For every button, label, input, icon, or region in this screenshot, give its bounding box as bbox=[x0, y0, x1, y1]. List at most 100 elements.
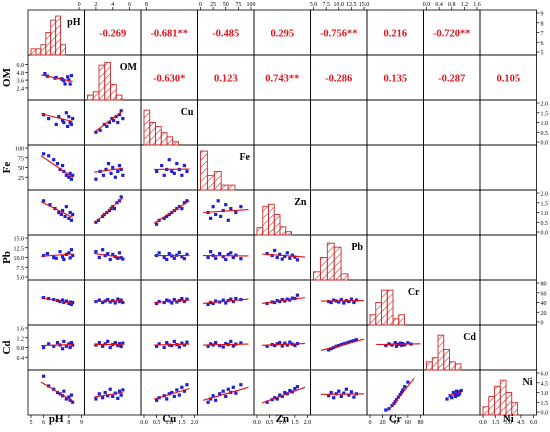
cell-frame bbox=[424, 100, 481, 145]
right-tick-label: 4.5 bbox=[541, 381, 549, 387]
cell-frame bbox=[367, 235, 424, 280]
histogram-bar bbox=[427, 362, 433, 370]
scatter-point bbox=[42, 375, 45, 378]
right-tick-label: 3.0 bbox=[541, 391, 549, 397]
scatter-point bbox=[214, 257, 217, 260]
right-tick-label: 60 bbox=[541, 291, 547, 297]
histogram-bar bbox=[269, 204, 275, 235]
top-tick-label: 2 bbox=[94, 2, 97, 8]
scatter-point bbox=[163, 174, 166, 177]
scatter-point bbox=[62, 390, 65, 393]
scatter-point bbox=[56, 162, 59, 165]
histogram-bar bbox=[88, 95, 94, 100]
bottom-tick-label: 1.5 bbox=[178, 420, 186, 426]
scatter-point bbox=[70, 74, 73, 77]
scatter-point bbox=[165, 397, 168, 400]
scatter-point bbox=[116, 170, 119, 173]
scatter-point bbox=[219, 215, 222, 218]
scatter-point bbox=[214, 399, 217, 402]
cell-frame bbox=[28, 190, 85, 235]
scatter-point bbox=[111, 166, 114, 169]
top-tick-label: 0.0 bbox=[423, 2, 431, 8]
cell-frame bbox=[85, 370, 142, 415]
scatter-point bbox=[106, 252, 109, 255]
scatter-point bbox=[52, 158, 55, 161]
left-tick-label: 3.6 bbox=[17, 79, 25, 85]
histogram-bar bbox=[444, 350, 450, 371]
top-tick-label: 25 bbox=[210, 2, 216, 8]
cell-frame bbox=[480, 280, 537, 325]
left-axis-variable-label: OM bbox=[1, 67, 13, 87]
scatter-point bbox=[120, 345, 123, 348]
left-axis-variable-label: Cd bbox=[1, 340, 13, 354]
histogram-bar bbox=[41, 45, 46, 55]
bottom-tick-label: 60 bbox=[405, 420, 411, 426]
scatter-point bbox=[47, 117, 50, 120]
histogram-bar bbox=[99, 65, 105, 100]
top-tick-label: 15.0 bbox=[359, 2, 370, 8]
scatter-point bbox=[107, 162, 110, 165]
scatter-point bbox=[165, 258, 168, 261]
scatter-point bbox=[229, 251, 232, 254]
scatter-point bbox=[121, 301, 124, 304]
cell-frame bbox=[480, 325, 537, 370]
scatter-point bbox=[180, 207, 183, 210]
bottom-axis-variable-label: Cr bbox=[389, 413, 402, 425]
scatter-point bbox=[106, 340, 109, 343]
histogram-bar bbox=[393, 319, 399, 325]
right-tick-label: 2.0 bbox=[541, 192, 549, 198]
left-tick-label: 7.5 bbox=[17, 266, 25, 272]
scatter-point bbox=[114, 176, 117, 179]
cell-frame bbox=[480, 10, 537, 55]
correlation-value: -0.630* bbox=[153, 74, 185, 85]
correlation-value: 0.123 bbox=[214, 74, 238, 85]
scatter-point bbox=[406, 381, 409, 384]
right-tick-label: 6.0 bbox=[541, 372, 549, 378]
scatter-point bbox=[178, 251, 181, 254]
correlation-value: 0.743** bbox=[265, 74, 299, 85]
bottom-tick-label: 1.5 bbox=[291, 420, 299, 426]
scatter-point bbox=[118, 251, 121, 254]
fit-line bbox=[376, 344, 420, 345]
scatter-point bbox=[65, 111, 68, 114]
top-tick-label: 75 bbox=[235, 2, 241, 8]
bottom-tick-label: 4.5 bbox=[517, 420, 525, 426]
histogram-bar bbox=[61, 45, 66, 55]
histogram-bar bbox=[334, 247, 341, 280]
histogram-bar bbox=[314, 272, 321, 280]
correlation-value: -0.681** bbox=[150, 29, 188, 40]
bottom-tick-label: 6 bbox=[42, 420, 45, 426]
histogram-bar bbox=[286, 232, 292, 235]
right-tick-label: 40 bbox=[541, 301, 547, 307]
scatter-point bbox=[155, 170, 158, 173]
right-tick-label: 6 bbox=[541, 41, 544, 47]
scatter-point bbox=[206, 256, 209, 259]
histogram-bar bbox=[500, 380, 506, 415]
histogram-bar bbox=[506, 392, 512, 415]
scatter-point bbox=[111, 395, 114, 398]
cell-frame bbox=[424, 235, 481, 280]
scatter-point bbox=[114, 341, 117, 344]
histogram-bar bbox=[144, 110, 150, 145]
right-tick-label: 20 bbox=[541, 311, 547, 317]
cell-frame bbox=[367, 190, 424, 235]
left-tick-label: 1.6 bbox=[17, 327, 25, 333]
scatter-point bbox=[70, 394, 73, 397]
fit-line bbox=[154, 201, 189, 223]
scatter-point bbox=[94, 397, 97, 400]
scatter-point bbox=[296, 294, 299, 297]
diagonal-variable-label: Cr bbox=[408, 287, 420, 298]
correlation-value: 0.105 bbox=[496, 74, 520, 85]
scatter-point bbox=[121, 257, 124, 260]
left-axis-variable-label: Pb bbox=[1, 251, 13, 264]
right-tick-label: 0.5 bbox=[541, 131, 549, 137]
scatter-point bbox=[276, 256, 279, 259]
scatter-point bbox=[112, 119, 115, 122]
scatter-point bbox=[94, 178, 97, 181]
scatter-point bbox=[330, 391, 333, 394]
left-tick-label: 4.8 bbox=[17, 71, 25, 77]
scatter-point bbox=[224, 203, 227, 206]
cell-frame bbox=[141, 235, 198, 280]
top-tick-label: 4 bbox=[111, 2, 114, 8]
top-tick-label: 0 bbox=[78, 2, 81, 8]
